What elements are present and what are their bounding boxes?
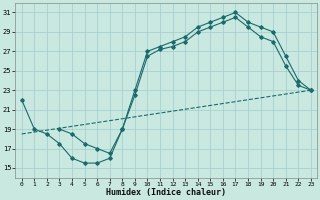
X-axis label: Humidex (Indice chaleur): Humidex (Indice chaleur) bbox=[106, 188, 226, 197]
